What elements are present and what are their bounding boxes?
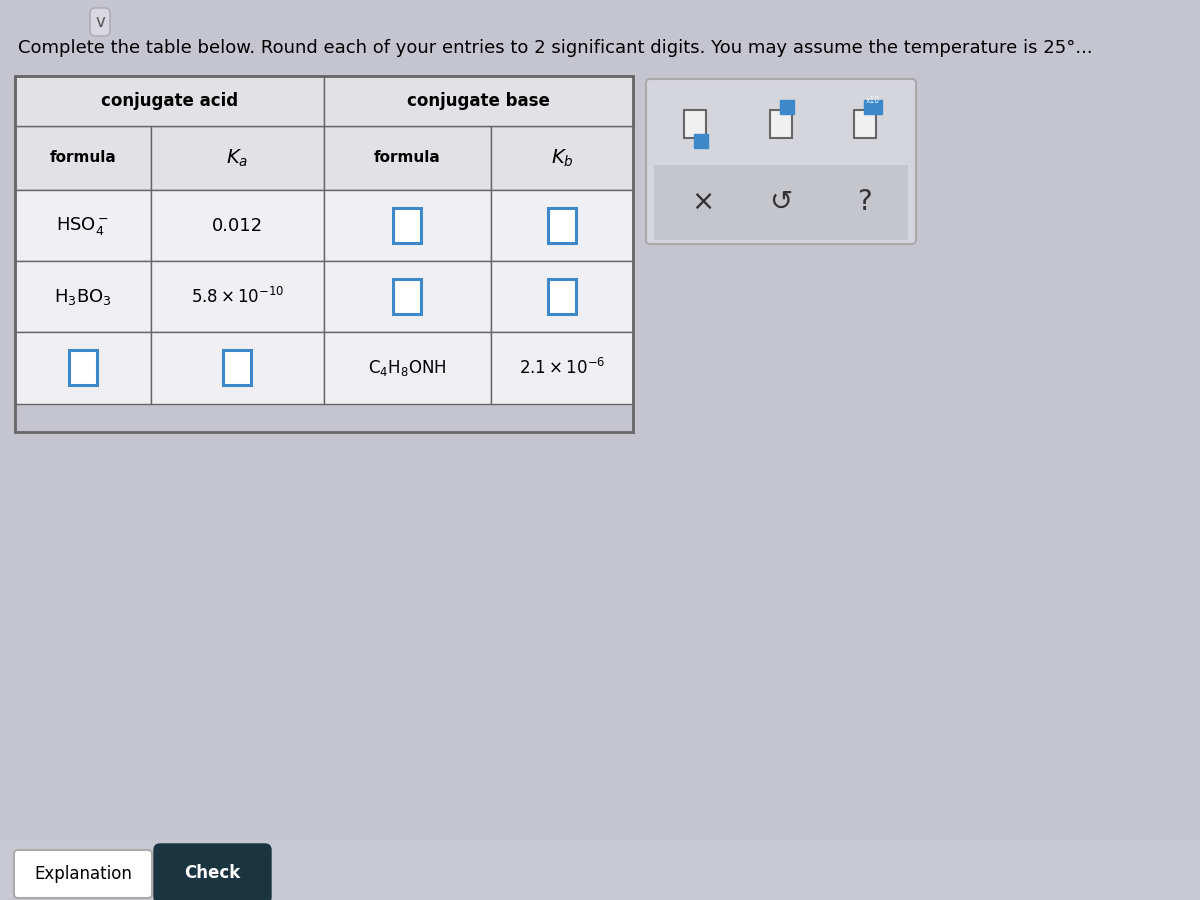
Bar (151, 190, 324, 261)
Bar (14, 76, 634, 432)
Text: ?: ? (858, 188, 872, 216)
Bar (151, 76, 324, 126)
Text: $5.8 \times 10^{-10}$: $5.8 \times 10^{-10}$ (191, 287, 284, 307)
Bar (491, 126, 634, 190)
Bar (684, 110, 706, 138)
Bar (0, 840, 1200, 900)
Bar (324, 76, 491, 126)
Text: $K_a$: $K_a$ (227, 148, 248, 168)
Text: $\mathrm{C_4H_8ONH}$: $\mathrm{C_4H_8ONH}$ (368, 358, 446, 378)
Bar (694, 134, 708, 148)
Bar (324, 332, 491, 403)
Text: conjugate base: conjugate base (407, 92, 550, 110)
Bar (324, 76, 634, 126)
Bar (324, 126, 491, 190)
Bar (14, 261, 151, 332)
Bar (491, 332, 634, 403)
Text: formula: formula (374, 150, 440, 166)
Bar (14, 126, 151, 190)
Bar (864, 100, 882, 113)
Text: ↺: ↺ (769, 188, 793, 216)
Bar (854, 110, 876, 138)
Text: $\mathrm{H_3BO_3}$: $\mathrm{H_3BO_3}$ (54, 287, 112, 307)
Text: $\mathrm{HSO_4^-}$: $\mathrm{HSO_4^-}$ (56, 214, 109, 237)
Bar (780, 100, 794, 113)
Bar (14, 76, 324, 126)
Bar (548, 279, 576, 314)
Bar (151, 261, 324, 332)
Text: Explanation: Explanation (34, 865, 132, 883)
Bar (491, 261, 634, 332)
Bar (14, 332, 151, 403)
Bar (223, 350, 252, 385)
Bar (324, 261, 491, 332)
Text: $K_b$: $K_b$ (551, 148, 574, 168)
Bar (68, 350, 97, 385)
Text: x10: x10 (865, 95, 880, 104)
FancyBboxPatch shape (14, 850, 152, 898)
Bar (548, 208, 576, 243)
Bar (394, 208, 421, 243)
Bar (14, 76, 151, 126)
Text: Check: Check (185, 865, 241, 883)
FancyBboxPatch shape (154, 844, 271, 900)
Text: ×: × (691, 188, 714, 216)
Bar (394, 279, 421, 314)
Text: formula: formula (49, 150, 116, 166)
Text: Complete the table below. Round each of your entries to 2 significant digits. Yo: Complete the table below. Round each of … (18, 39, 1093, 57)
Text: conjugate acid: conjugate acid (101, 92, 238, 110)
Text: $2.1 \times 10^{-6}$: $2.1 \times 10^{-6}$ (518, 358, 605, 378)
FancyBboxPatch shape (646, 79, 916, 244)
Bar (491, 76, 634, 126)
Bar (324, 190, 491, 261)
Bar (491, 190, 634, 261)
Bar (654, 165, 908, 240)
Bar (14, 190, 151, 261)
Text: 0.012: 0.012 (212, 217, 263, 235)
Text: v: v (95, 13, 104, 31)
Bar (151, 126, 324, 190)
Bar (151, 332, 324, 403)
Bar (770, 110, 792, 138)
